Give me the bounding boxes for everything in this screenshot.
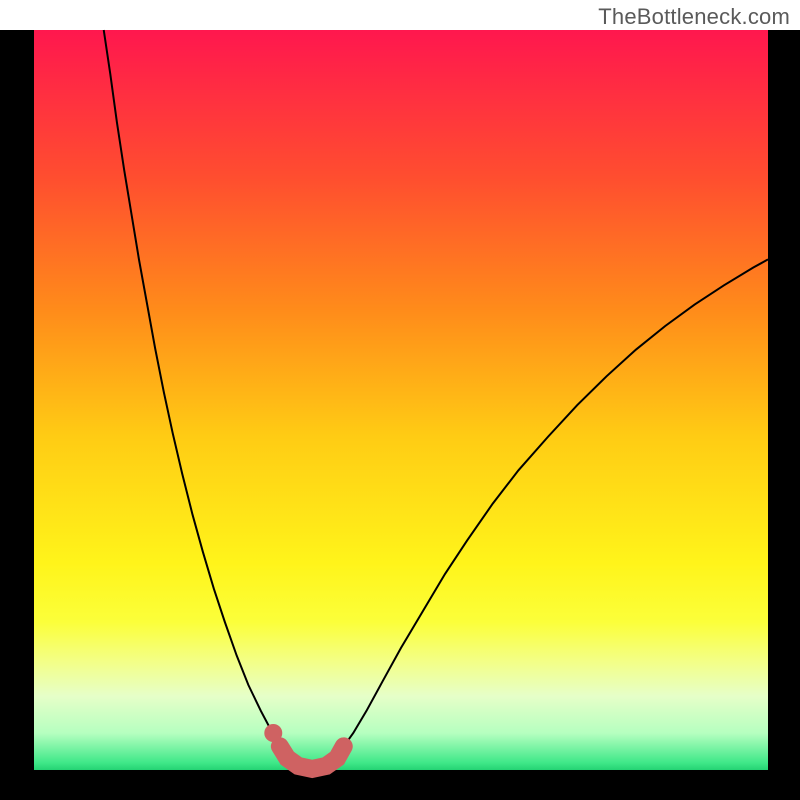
curve-left [104, 30, 280, 746]
plot-area [34, 30, 768, 770]
curve-bottom-segment [280, 746, 344, 769]
chart-container: TheBottleneck.com [0, 0, 800, 800]
watermark-text: TheBottleneck.com [598, 4, 790, 30]
curve-right [344, 259, 768, 746]
curve-overlay [34, 30, 768, 770]
marker-dot [264, 724, 282, 742]
chart-frame [0, 30, 800, 800]
